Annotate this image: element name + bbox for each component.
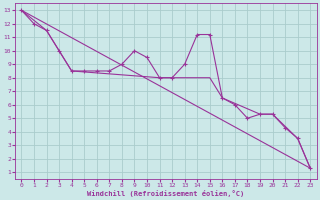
X-axis label: Windchill (Refroidissement éolien,°C): Windchill (Refroidissement éolien,°C) xyxy=(87,190,244,197)
